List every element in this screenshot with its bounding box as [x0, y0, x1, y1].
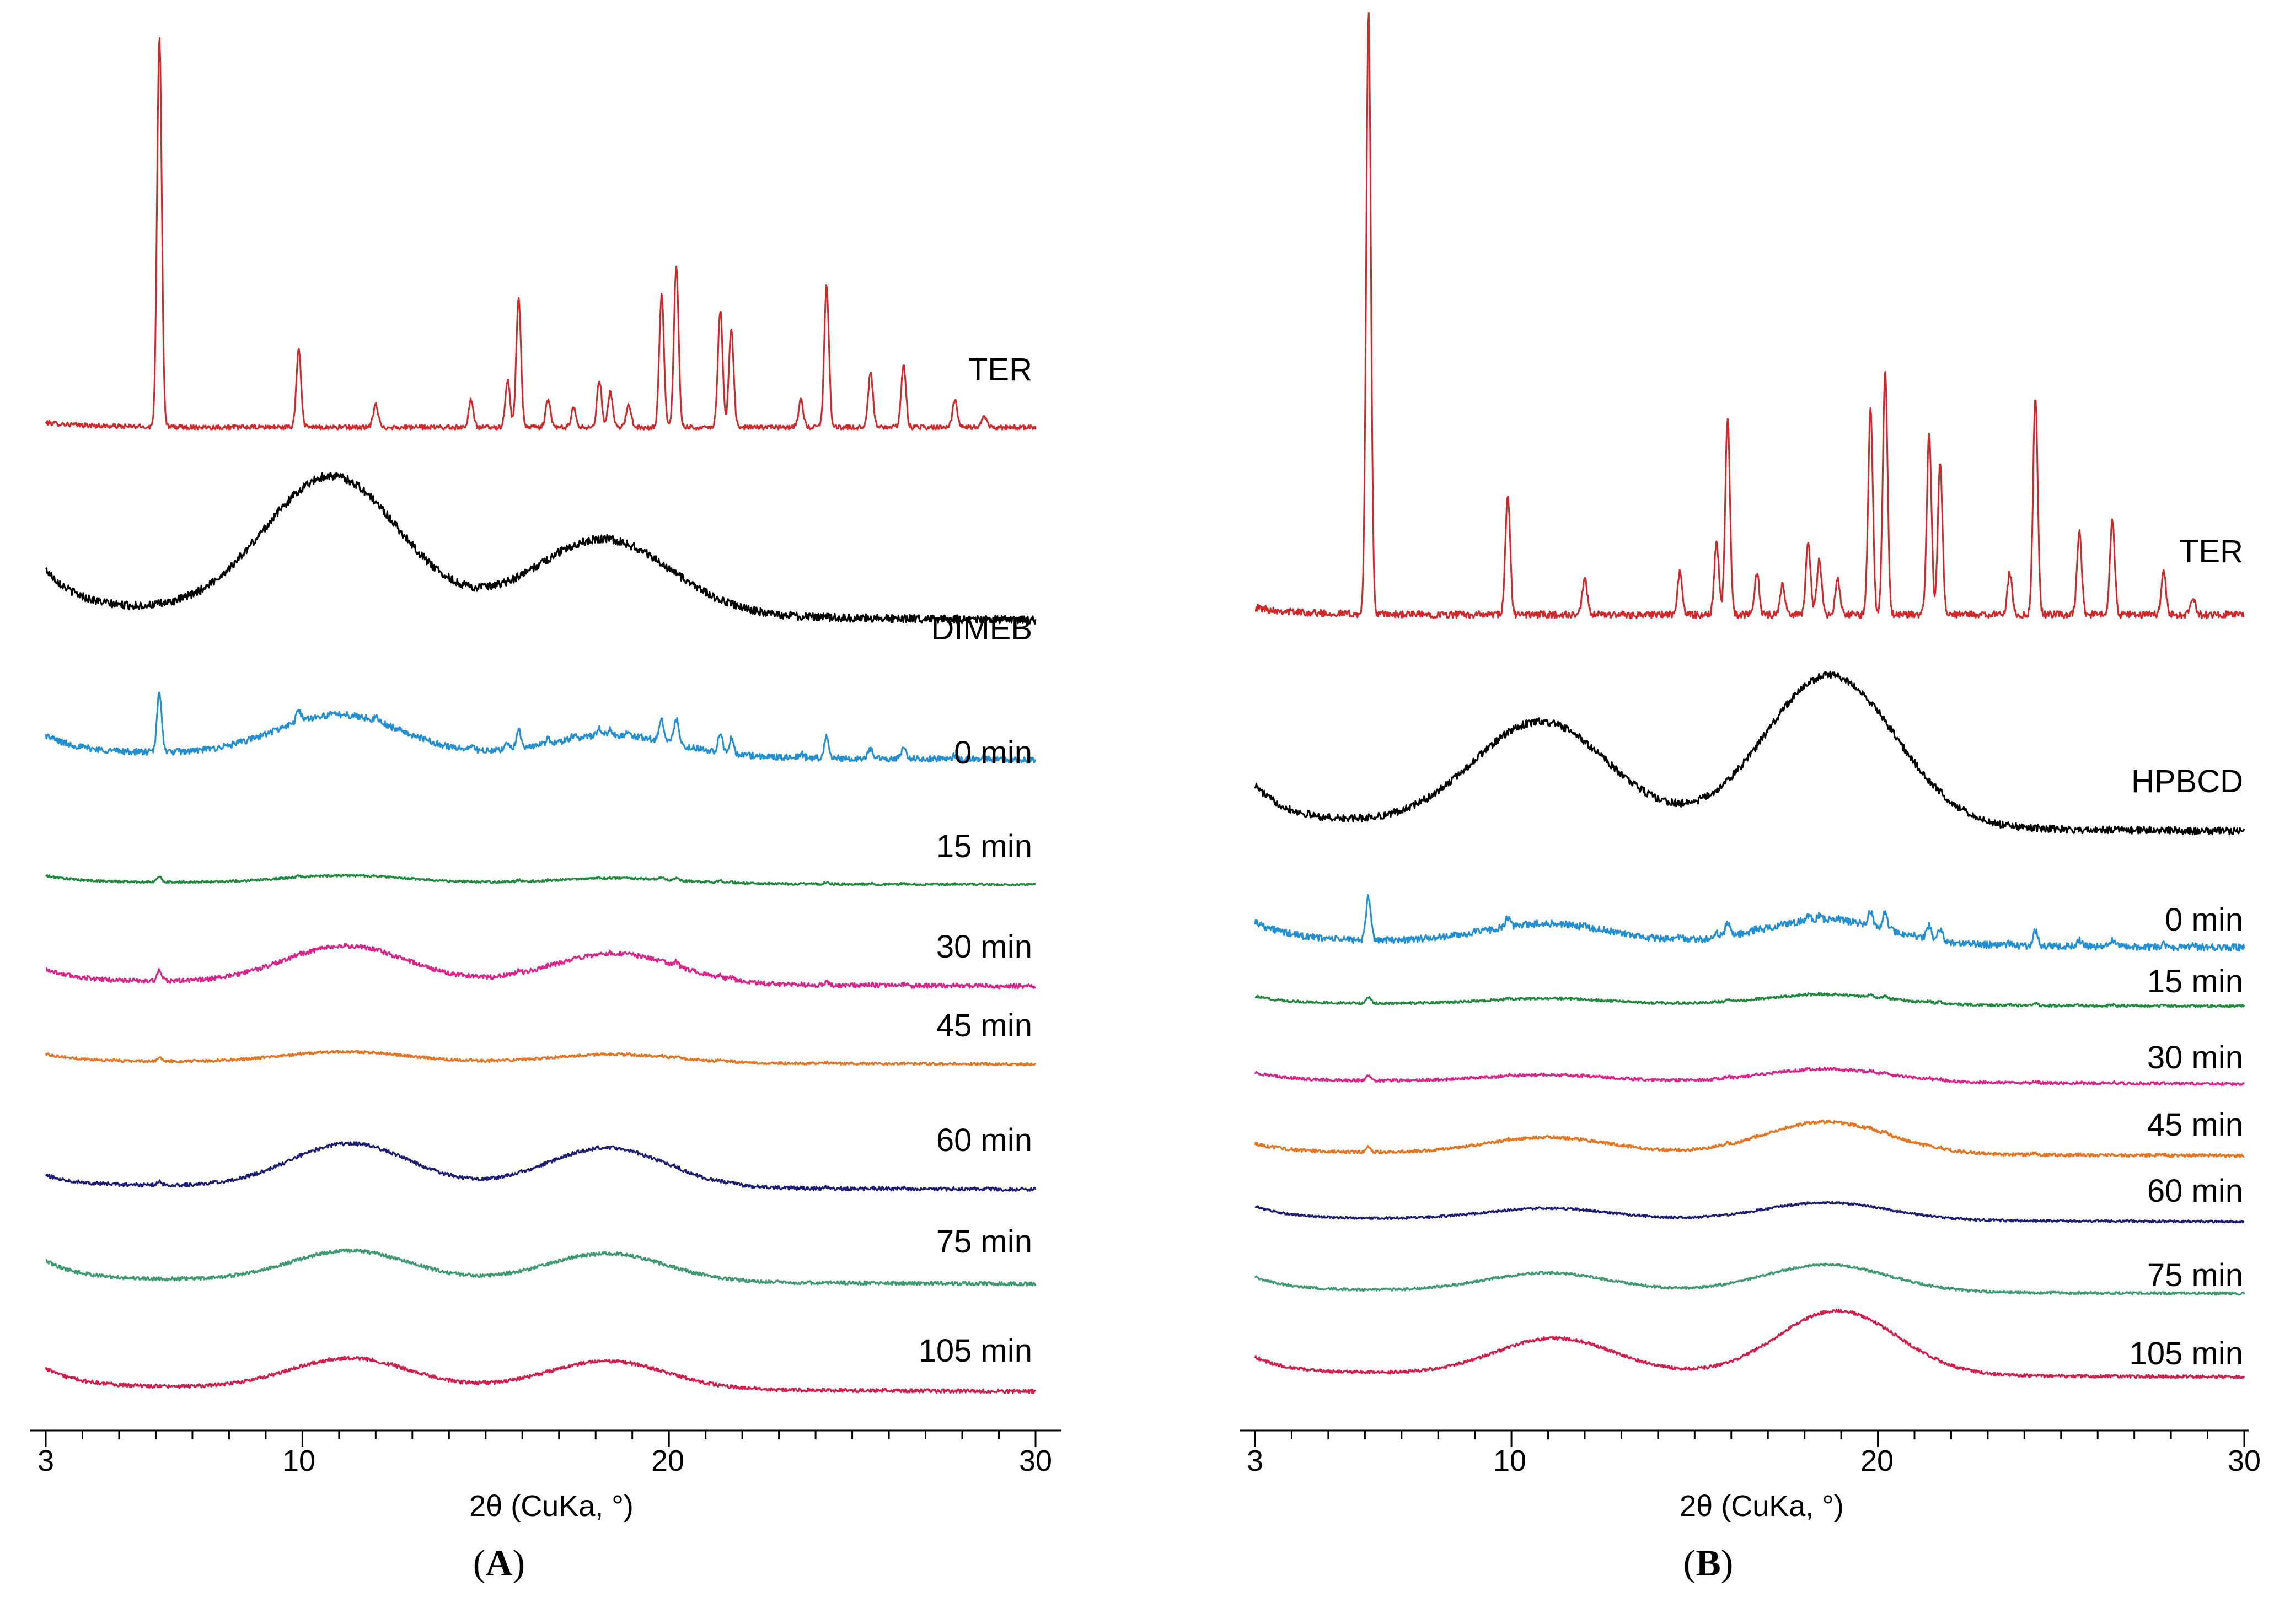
panel-b-tick-label-20: 20 [1860, 1444, 1894, 1477]
panel-a-tick-label-10: 10 [282, 1444, 315, 1477]
panel-b-trace-60-min [1254, 1201, 2245, 1224]
panel-b-trace-75-min [1254, 1262, 2245, 1296]
panel-b-label: (B) [1683, 1542, 1734, 1584]
panel-b-label-30min: 30 min [2147, 1040, 2243, 1076]
panel-b-label-15min: 15 min [2147, 964, 2243, 999]
panel-a-label-15min: 15 min [936, 829, 1032, 864]
panel-a-tick-label-30: 30 [1019, 1444, 1052, 1477]
panel-b-trace-30-min [1254, 1067, 2245, 1087]
panel-b-label-75min: 75 min [2147, 1257, 2243, 1293]
panel-a-trace-0-min [45, 691, 1037, 763]
panel-b-trace-0-min [1254, 894, 2245, 952]
panel-a-label-75min: 75 min [936, 1224, 1032, 1260]
panel-b: 3 10 20 30 2θ (CuKa, °) (B) TER HPBCD 0 … [1240, 12, 2261, 1584]
panel-a-tick-label-3: 3 [37, 1444, 54, 1477]
panel-b-ticks [1254, 1431, 2245, 1447]
panel-b-label-ter: TER [2179, 534, 2243, 569]
panel-b-label-45min: 45 min [2147, 1107, 2243, 1143]
panel-a-trace-75-min [45, 1248, 1037, 1287]
panel-a-tick-label-20: 20 [651, 1444, 684, 1477]
panel-b-x-axis-title: 2θ (CuKa, °) [1680, 1489, 1844, 1523]
panel-b-trace-45-min [1254, 1119, 2245, 1158]
panel-a-trace-15-min [45, 873, 1036, 887]
panel-a-label-105min: 105 min [919, 1333, 1032, 1369]
panel-b-trace-105-min [1254, 1309, 2245, 1379]
panel-a-trace-dimeb [45, 471, 1037, 625]
panel-b-label-hpbcd: HPBCD [2131, 763, 2243, 799]
panel-b-traces [1254, 12, 2245, 1379]
panel-a-label-dimeb: DIMEB [931, 611, 1032, 647]
panel-a-trace-105-min [45, 1356, 1036, 1394]
panel-b-trace-ter [1254, 12, 2245, 619]
panel-b-trace-hpbcd [1254, 670, 2245, 836]
panel-a: 3 10 20 30 2θ (CuKa, °) (A) TER DIMEB 0 … [30, 37, 1061, 1584]
panel-a-x-axis-title: 2θ (CuKa, °) [469, 1489, 634, 1523]
panel-b-trace-15-min [1254, 992, 2245, 1008]
panel-a-traces [45, 37, 1037, 1394]
panel-b-tick-label-10: 10 [1493, 1444, 1526, 1477]
panel-a-label-0min: 0 min [954, 735, 1032, 771]
panel-a-label: (A) [473, 1542, 525, 1584]
panel-a-trace-30-min [45, 943, 1036, 990]
panel-b-tick-label-30: 30 [2228, 1444, 2261, 1477]
panel-b-label-60min: 60 min [2147, 1173, 2243, 1209]
panel-b-label-105min: 105 min [2130, 1336, 2243, 1372]
panel-a-label-ter: TER [968, 352, 1032, 388]
panel-a-trace-45-min [45, 1050, 1037, 1067]
panel-a-label-60min: 60 min [936, 1122, 1032, 1158]
panel-a-label-45min: 45 min [936, 1008, 1032, 1044]
panel-a-trace-ter [45, 37, 1037, 431]
panel-a-trace-60-min [45, 1141, 1037, 1192]
panel-a-ticks [45, 1431, 1037, 1447]
panel-a-label-30min: 30 min [936, 929, 1032, 965]
panel-b-tick-label-3: 3 [1247, 1444, 1263, 1477]
panel-b-label-0min: 0 min [2165, 902, 2243, 938]
